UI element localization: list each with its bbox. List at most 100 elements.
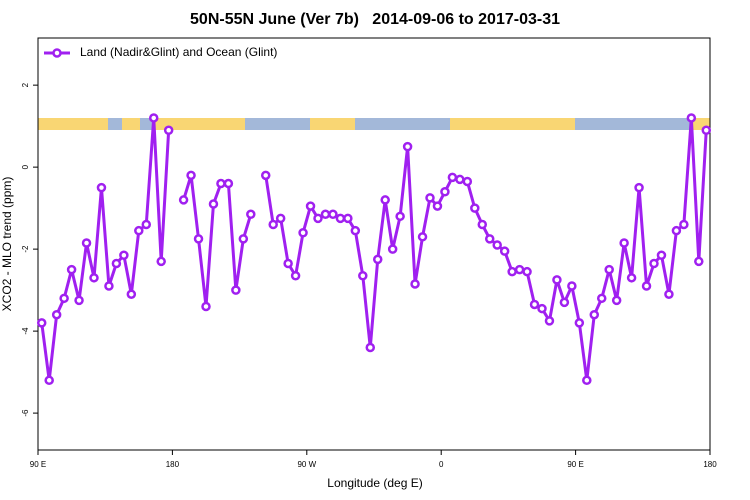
point: [156, 256, 166, 267]
point: [320, 209, 331, 220]
point: [238, 234, 249, 244]
point: [36, 318, 47, 328]
point: [477, 219, 488, 230]
point: [44, 375, 54, 386]
point: [268, 219, 278, 230]
point: [178, 195, 189, 205]
y-tick-label: -4: [21, 327, 30, 335]
point: [410, 279, 420, 289]
point: [96, 182, 107, 193]
point: [574, 318, 585, 328]
point: [358, 271, 368, 281]
point: [634, 182, 644, 193]
point: [694, 256, 704, 267]
point: [231, 285, 241, 295]
ocean-band: [355, 118, 450, 130]
point: [208, 199, 219, 209]
point: [81, 238, 92, 248]
point: [701, 125, 712, 135]
point: [51, 309, 62, 320]
point: [522, 266, 532, 277]
x-tick-label: 180: [166, 460, 180, 469]
point: [492, 240, 502, 250]
point: [290, 271, 301, 281]
point: [462, 176, 473, 187]
point: [298, 227, 308, 238]
point: [59, 293, 69, 304]
x-axis-label: Longitude (deg E): [327, 476, 422, 490]
point: [455, 174, 465, 185]
chart-title: 50N-55N June (Ver 7b) 2014-09-06 to 2017…: [190, 11, 560, 28]
point: [552, 275, 562, 285]
point: [656, 250, 667, 261]
ocean-band: [575, 118, 693, 130]
point: [119, 250, 129, 261]
point: [372, 254, 383, 265]
y-tick-label: -2: [21, 245, 30, 253]
point: [246, 209, 256, 220]
point: [313, 213, 323, 224]
point: [537, 303, 547, 314]
point: [417, 232, 428, 242]
point: [89, 273, 99, 283]
point: [671, 225, 682, 236]
point: [387, 244, 398, 254]
point: [626, 273, 637, 283]
point: [499, 246, 510, 256]
series-line: [40, 116, 708, 382]
point: [343, 213, 353, 224]
point: [335, 213, 346, 224]
point: [163, 125, 174, 135]
plot-frame: [37, 37, 711, 451]
point: [507, 266, 517, 277]
y-tick-label: -6: [21, 409, 30, 417]
point: [148, 113, 159, 123]
ocean-band: [108, 118, 122, 130]
point: [559, 297, 570, 308]
point: [484, 234, 495, 244]
point: [365, 342, 376, 353]
y-tick-label: 2: [21, 82, 30, 87]
point: [328, 209, 338, 220]
point: [649, 258, 659, 269]
point: [395, 211, 405, 222]
point: [604, 264, 614, 275]
point: [275, 213, 286, 224]
point: [440, 186, 450, 197]
point: [74, 295, 84, 306]
point: [447, 172, 458, 183]
point: [664, 289, 674, 299]
point: [186, 170, 196, 181]
point: [589, 309, 600, 320]
point: [432, 201, 443, 211]
point: [514, 264, 525, 275]
point: [201, 301, 211, 312]
point: [380, 195, 390, 205]
legend-label: Land (Nadir&Glint) and Ocean (Glint): [80, 45, 277, 59]
point: [611, 295, 622, 306]
point: [402, 141, 413, 152]
point: [596, 293, 607, 304]
point: [544, 316, 555, 326]
point: [283, 258, 293, 269]
point: [425, 193, 435, 203]
y-tick-label: 0: [21, 164, 30, 169]
x-tick-label: 90 W: [297, 460, 316, 469]
point: [223, 178, 234, 189]
point: [193, 234, 204, 244]
point: [470, 203, 480, 213]
x-tick-label: 90 E: [30, 460, 46, 469]
point: [686, 113, 697, 123]
point: [350, 225, 361, 236]
point: [216, 178, 226, 189]
land-mask: [38, 118, 710, 130]
point: [104, 281, 114, 291]
point: [134, 225, 144, 236]
point: [619, 238, 629, 248]
x-tick-label: 90 E: [567, 460, 583, 469]
point: [260, 170, 271, 181]
y-axis-label: XCO2 - MLO trend (ppm): [0, 177, 14, 312]
point: [641, 281, 652, 291]
point: [529, 299, 540, 310]
